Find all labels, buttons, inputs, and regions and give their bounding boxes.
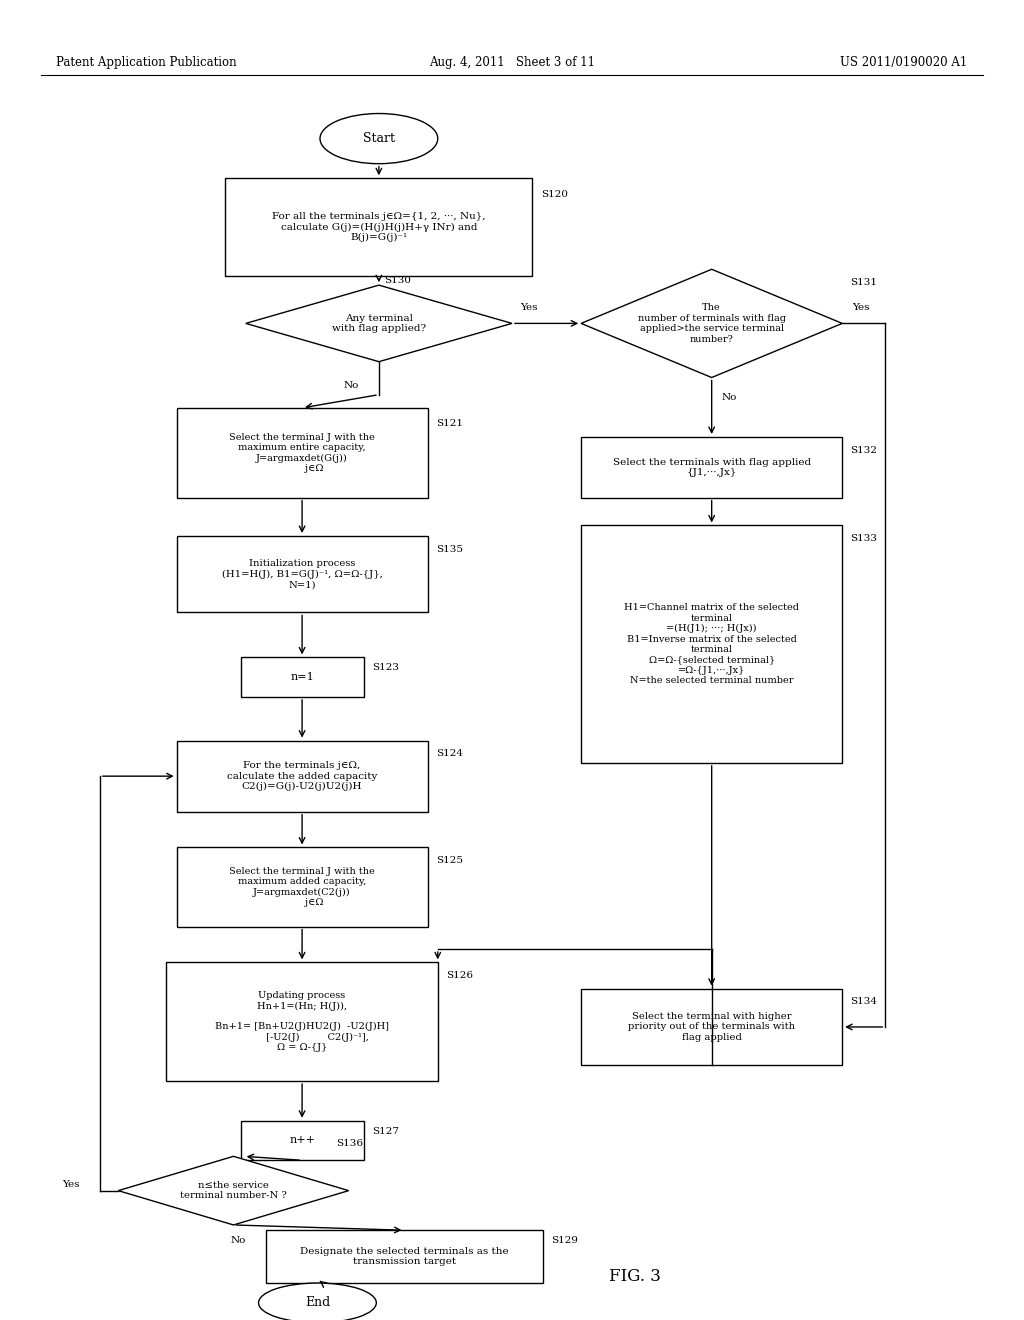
Text: S121: S121 [436, 420, 463, 428]
FancyBboxPatch shape [266, 1230, 543, 1283]
Text: No: No [343, 381, 358, 389]
FancyBboxPatch shape [176, 536, 428, 612]
Ellipse shape [258, 1283, 377, 1320]
Text: Select the terminals with flag applied
{J1,···,Jx}: Select the terminals with flag applied {… [612, 458, 811, 477]
FancyBboxPatch shape [581, 989, 842, 1065]
Text: Yes: Yes [520, 304, 538, 312]
Text: n≤the service
terminal number-N ?: n≤the service terminal number-N ? [180, 1181, 287, 1200]
Text: n=1: n=1 [290, 672, 314, 682]
Text: S136: S136 [336, 1139, 364, 1147]
FancyBboxPatch shape [581, 525, 842, 763]
Text: End: End [305, 1296, 330, 1309]
Text: Yes: Yes [61, 1180, 80, 1188]
Text: For the terminals j∈Ω,
calculate the added capacity
C2(j)=G(j)-U2(j)U2(j)H: For the terminals j∈Ω, calculate the add… [227, 762, 377, 791]
Text: S127: S127 [372, 1127, 398, 1135]
Text: S124: S124 [436, 750, 463, 758]
Text: Updating process
Hn+1=(Hn; H(J)),

Bn+1= [Bn+U2(J)HU2(J)  -U2(J)H]
          [-U: Updating process Hn+1=(Hn; H(J)), Bn+1= … [215, 991, 389, 1052]
FancyBboxPatch shape [241, 1121, 364, 1160]
Text: Select the terminal J with the
maximum entire capacity,
J=argmaxdet(G(j))
      : Select the terminal J with the maximum e… [229, 433, 375, 473]
Text: Initialization process
(H1=H(J), B1=G(J)⁻¹, Ω=Ω-{J},
N=1): Initialization process (H1=H(J), B1=G(J)… [221, 560, 383, 589]
Text: Patent Application Publication: Patent Application Publication [56, 55, 237, 69]
Polygon shape [119, 1156, 348, 1225]
Text: S131: S131 [850, 279, 878, 286]
Text: US 2011/0190020 A1: US 2011/0190020 A1 [841, 55, 968, 69]
FancyBboxPatch shape [581, 437, 842, 498]
FancyBboxPatch shape [166, 962, 438, 1081]
Text: For all the terminals j∈Ω={1, 2, ···, Nu},
calculate G(j)=(H(j)H(j)H+γ INr) and
: For all the terminals j∈Ω={1, 2, ···, Nu… [272, 213, 485, 242]
Text: S130: S130 [384, 276, 411, 285]
Text: Start: Start [362, 132, 395, 145]
Text: S126: S126 [446, 972, 473, 979]
Text: S135: S135 [436, 545, 463, 553]
Text: S129: S129 [551, 1237, 578, 1245]
FancyBboxPatch shape [176, 408, 428, 498]
Ellipse shape [319, 114, 438, 164]
Text: No: No [722, 393, 737, 401]
Text: S120: S120 [541, 190, 567, 198]
Polygon shape [246, 285, 512, 362]
Text: S123: S123 [372, 664, 398, 672]
FancyBboxPatch shape [241, 657, 364, 697]
Text: S125: S125 [436, 857, 463, 865]
Polygon shape [581, 269, 842, 378]
Text: Yes: Yes [852, 304, 870, 312]
Text: n++: n++ [289, 1135, 315, 1146]
Text: H1=Channel matrix of the selected
terminal
=(H(J1); ···; H(Jx))
B1=Inverse matri: H1=Channel matrix of the selected termin… [625, 603, 799, 685]
Text: S134: S134 [850, 998, 878, 1006]
Text: Select the terminal J with the
maximum added capacity,
J=argmaxdet(C2(j))
      : Select the terminal J with the maximum a… [229, 867, 375, 907]
Text: Select the terminal with higher
priority out of the terminals with
flag applied: Select the terminal with higher priority… [628, 1012, 796, 1041]
Text: No: No [230, 1237, 247, 1245]
Text: Aug. 4, 2011   Sheet 3 of 11: Aug. 4, 2011 Sheet 3 of 11 [429, 55, 595, 69]
Text: The
number of terminals with flag
applied>the service terminal
number?: The number of terminals with flag applie… [638, 304, 785, 343]
FancyBboxPatch shape [176, 741, 428, 812]
Text: Designate the selected terminals as the
transmission target: Designate the selected terminals as the … [300, 1247, 509, 1266]
FancyBboxPatch shape [225, 178, 532, 276]
Text: S133: S133 [850, 535, 878, 543]
Text: FIG. 3: FIG. 3 [609, 1269, 660, 1284]
Text: Any terminal
with flag applied?: Any terminal with flag applied? [332, 314, 426, 333]
FancyBboxPatch shape [176, 847, 428, 927]
Text: S132: S132 [850, 446, 878, 454]
